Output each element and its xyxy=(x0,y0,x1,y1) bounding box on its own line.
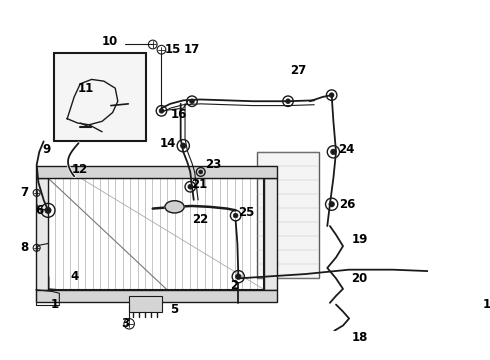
Text: 3: 3 xyxy=(122,317,130,330)
Circle shape xyxy=(233,213,238,218)
Bar xyxy=(257,152,318,278)
Text: 2: 2 xyxy=(230,279,238,292)
Bar xyxy=(48,178,265,290)
Text: 22: 22 xyxy=(193,212,209,226)
Circle shape xyxy=(331,149,336,154)
Bar xyxy=(54,53,146,140)
Text: 10: 10 xyxy=(102,35,118,48)
Text: 17: 17 xyxy=(184,43,200,56)
Text: 19: 19 xyxy=(351,233,368,246)
Text: 13: 13 xyxy=(482,298,490,311)
Bar xyxy=(129,296,162,311)
Text: 12: 12 xyxy=(72,163,88,176)
Circle shape xyxy=(236,274,241,279)
Circle shape xyxy=(190,99,195,104)
Text: 6: 6 xyxy=(35,204,44,217)
Circle shape xyxy=(199,170,203,174)
Bar xyxy=(36,166,277,178)
Text: 23: 23 xyxy=(205,158,221,171)
Ellipse shape xyxy=(165,201,184,213)
Circle shape xyxy=(159,108,164,113)
Bar xyxy=(36,290,277,302)
Text: 21: 21 xyxy=(191,177,207,191)
Text: 4: 4 xyxy=(70,270,78,283)
Text: 8: 8 xyxy=(20,241,28,255)
Text: 16: 16 xyxy=(171,108,187,121)
Circle shape xyxy=(45,207,51,213)
Circle shape xyxy=(188,184,193,189)
Text: 7: 7 xyxy=(21,186,28,199)
Circle shape xyxy=(180,143,186,148)
Circle shape xyxy=(329,202,334,207)
Text: 25: 25 xyxy=(238,206,254,220)
Text: 27: 27 xyxy=(291,64,307,77)
Bar xyxy=(36,178,48,290)
Circle shape xyxy=(329,93,334,98)
Text: 5: 5 xyxy=(171,303,179,316)
Text: 9: 9 xyxy=(42,143,50,156)
Text: 11: 11 xyxy=(77,82,94,95)
Text: 20: 20 xyxy=(351,272,368,285)
Circle shape xyxy=(346,340,352,346)
Circle shape xyxy=(286,99,291,104)
Text: 18: 18 xyxy=(351,331,368,344)
Text: 15: 15 xyxy=(165,43,181,56)
Text: 26: 26 xyxy=(339,198,356,211)
Text: 24: 24 xyxy=(338,143,355,156)
Text: 1: 1 xyxy=(51,298,59,311)
Bar xyxy=(265,178,277,290)
Text: 14: 14 xyxy=(159,137,176,150)
